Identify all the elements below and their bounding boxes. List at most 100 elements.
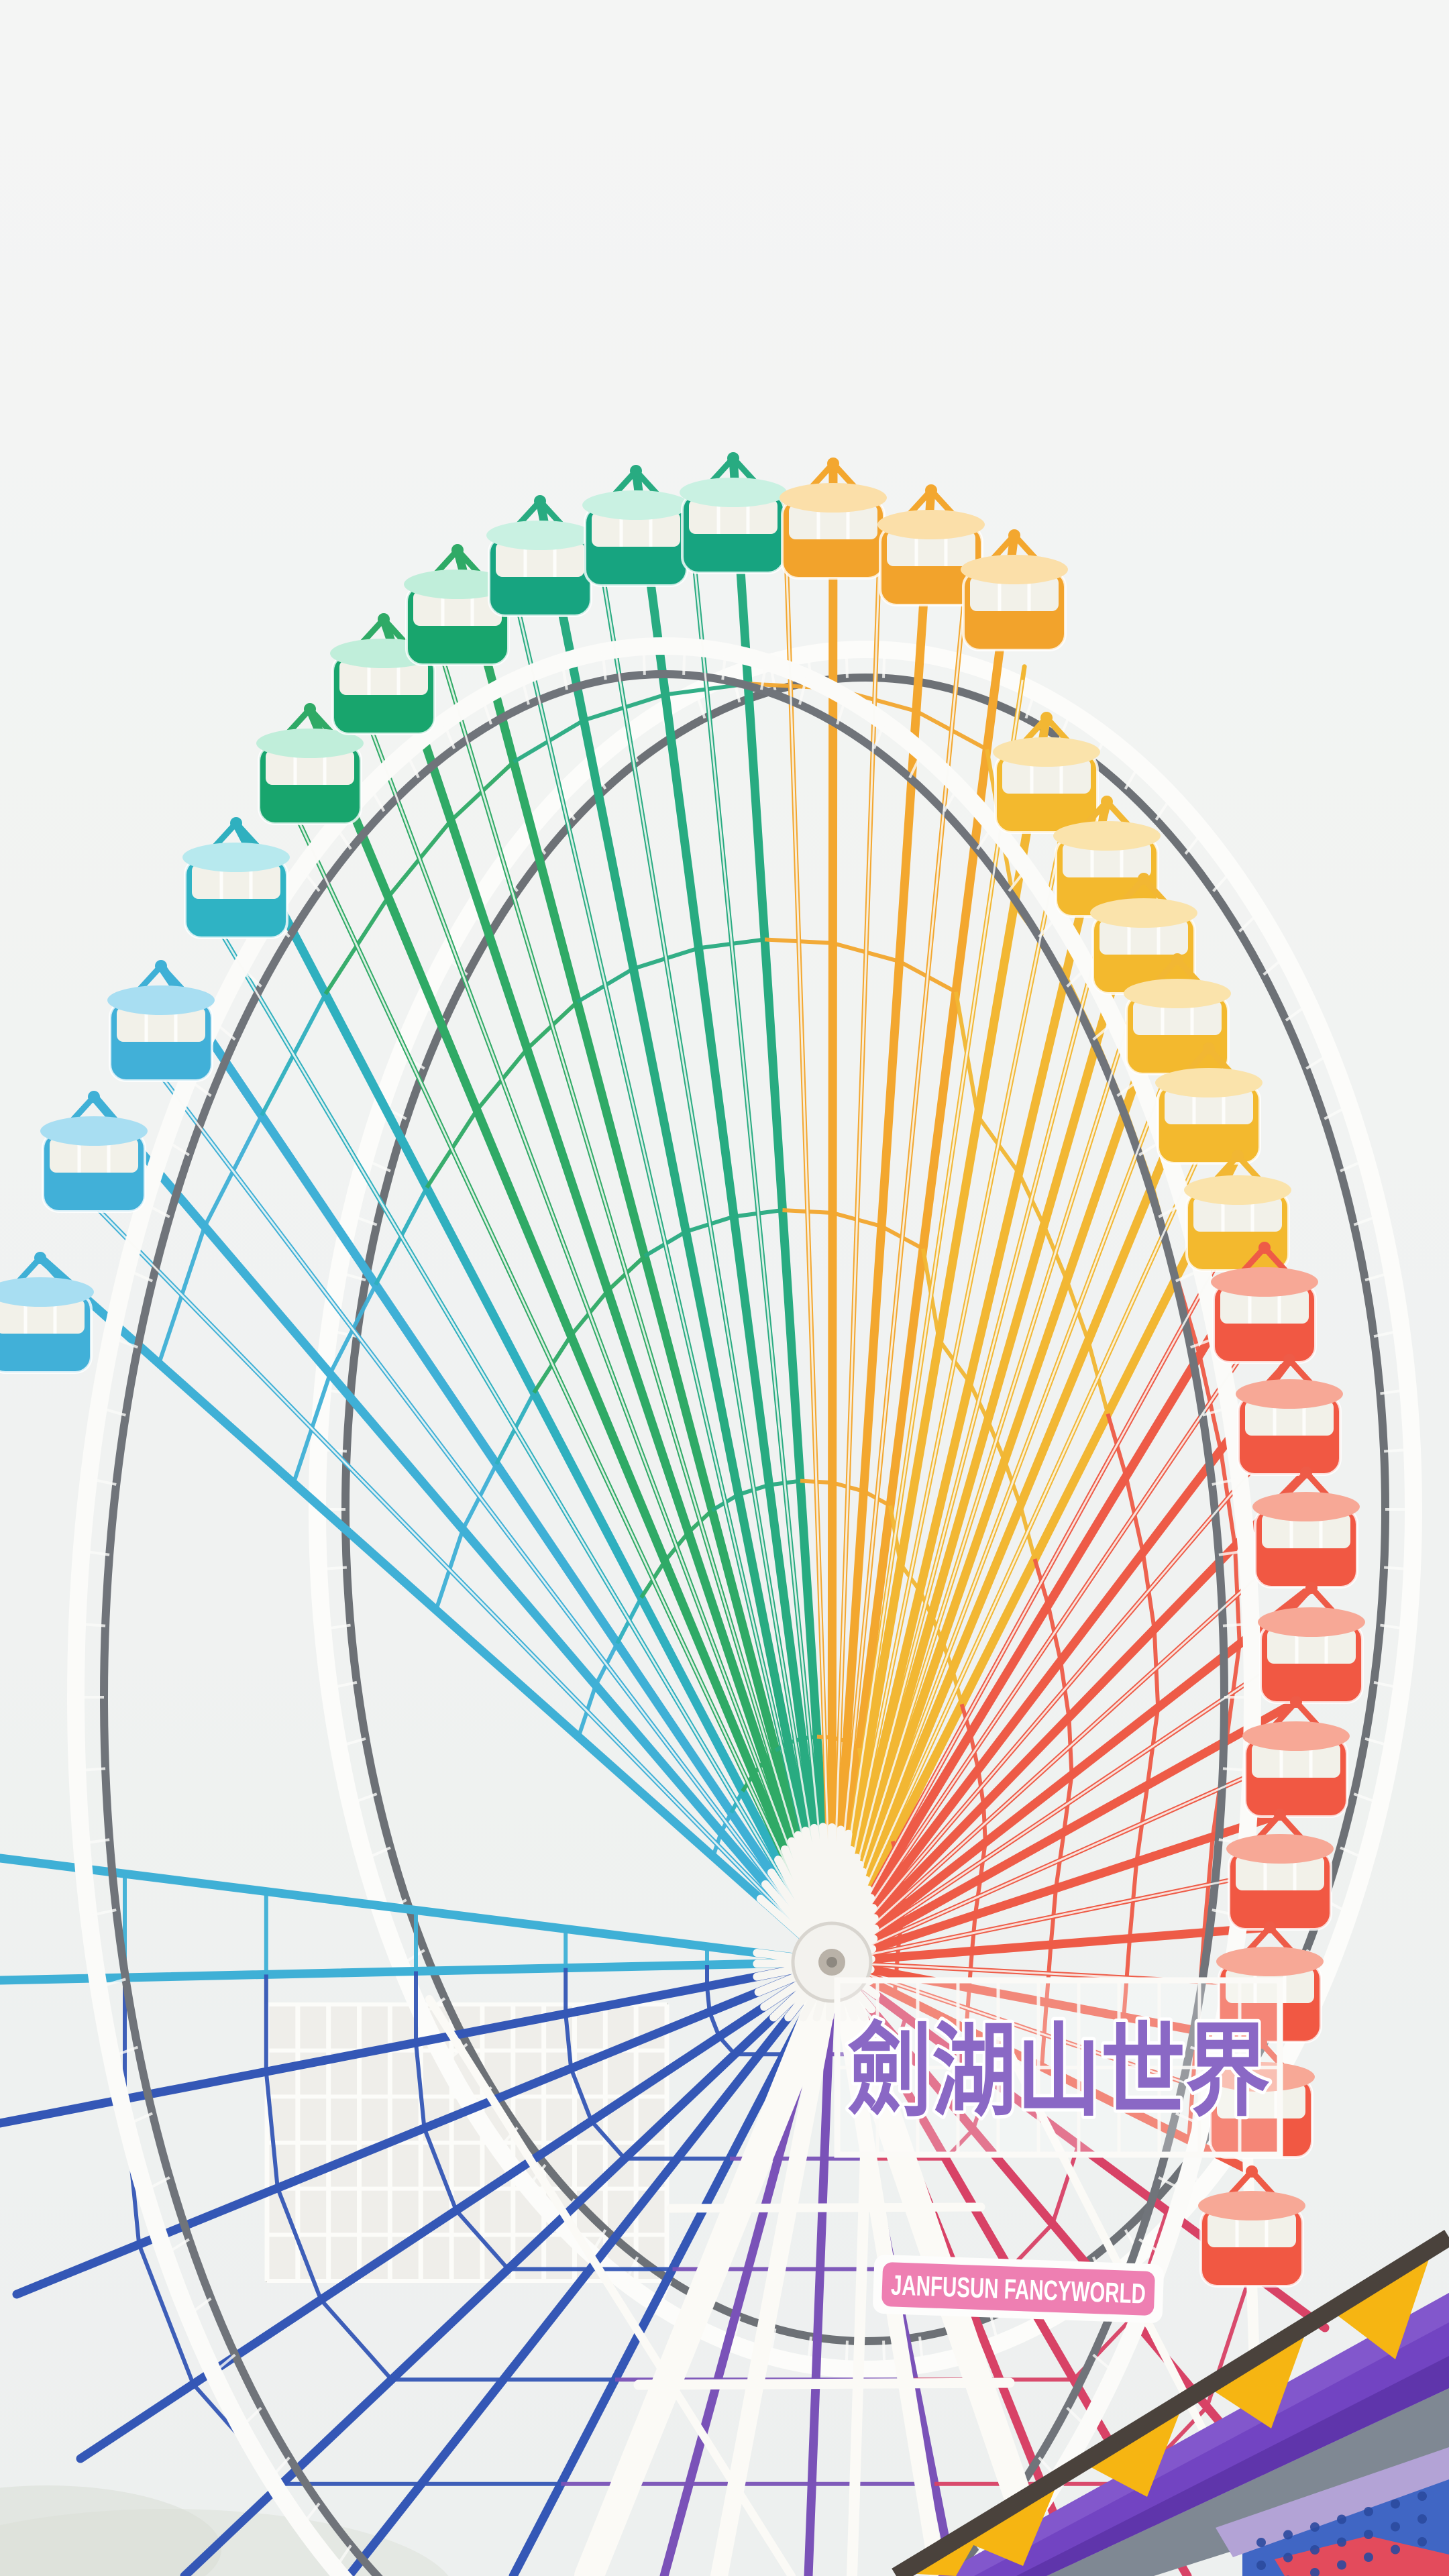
rivet [1337,2537,1346,2547]
gondola-roof [1252,1492,1360,1521]
coaster-gusset [1332,2249,1432,2359]
truss-chord [1051,2144,1081,2224]
gondola [486,495,594,617]
gondola-window [192,864,280,899]
rim-tick [989,2316,1000,2345]
gondola-window [1252,1743,1340,1778]
cable [784,521,833,1963]
gondola-pivot [925,484,937,496]
gondola-window [1208,2212,1296,2247]
gondola-roof [1236,1379,1343,1409]
gondola-pivot [827,458,839,470]
rim-tick [111,2045,139,2058]
rim-tick [806,2336,812,2365]
rim-tick [943,786,960,812]
rim-tick [88,1909,117,1917]
gondola [1211,1242,1318,1364]
cable [830,1232,1236,1963]
gondola-pivot [1171,953,1183,965]
gondola [961,529,1068,651]
rim-tick [1184,830,1204,855]
gondola-roof [993,737,1100,767]
rim-tick [322,1623,351,1631]
cable [830,1437,1280,1963]
support-leg [666,2202,985,2213]
gondola-window [1220,1289,1309,1324]
cable [831,1873,1258,1964]
gondola-pivot [88,1091,100,1103]
rim-tick [1189,2045,1218,2058]
rim-tick [338,1271,366,1282]
rim-tick [144,2176,170,2192]
coaster-red-structure [1275,2536,1449,2576]
gondola-window [50,1138,138,1173]
truss-chord [422,2127,458,2212]
gondola-roof [1198,2191,1305,2220]
gondola-roof [780,483,887,513]
rim-tick [1353,1792,1381,1805]
gondola [107,960,215,1082]
rim-tick [164,1138,190,1157]
cable [97,1208,833,1964]
rim-tick [164,2238,190,2256]
rim-tick [88,1477,117,1486]
rim-tick [405,751,420,779]
rim-tick [1158,2176,1185,2192]
cable [436,639,833,1963]
rim-tick [1373,1680,1402,1690]
gondola-roof [877,510,985,539]
rim-tick [1092,1020,1116,1041]
gondola-window [1236,1856,1324,1890]
gondola-roof [1155,1068,1263,1097]
distant-hill [0,2485,221,2576]
roller-coaster [892,2229,1449,2576]
gondola-window [0,1299,85,1334]
gondola-roof [256,729,364,758]
gondola-pivot [304,703,316,715]
rim-tick [81,1838,110,1845]
rivet [1283,2530,1293,2540]
rim-tick [908,751,924,779]
gondola-roof [40,1116,148,1146]
main-sign-text: 劍湖山世界 [847,2012,1270,2131]
gondola-window [1099,920,1188,955]
gondola-window [1267,1629,1356,1664]
gondola-window [266,750,354,785]
truss-chord [564,2013,574,2069]
rim-tick [126,2112,154,2127]
rim-tick [301,2502,321,2527]
rivet [1391,2499,1400,2509]
rim-tick [769,2328,777,2357]
rim-tick [1380,1388,1409,1395]
gondola-pivot [534,495,546,507]
truss-chord [454,2209,510,2271]
cable [830,1546,1291,1964]
gondola-window [1133,1000,1222,1035]
cable [689,524,833,1963]
rim-tick [882,2341,886,2369]
rivet [1364,2530,1373,2539]
gondola-roof [1184,1175,1291,1205]
rim-tick [1066,966,1089,988]
gondola-window [496,542,584,577]
gondola [1236,1354,1343,1476]
rim-tick [338,1737,366,1748]
gondola-roof [1208,2062,1315,2092]
gondola-roof [1211,1267,1318,1297]
rim-tick [329,1329,358,1338]
rim-tick [1373,1329,1402,1338]
cable [223,936,833,1963]
rivet [1417,2537,1427,2546]
banner-plate [881,2262,1155,2316]
rim-tick [1066,2406,1089,2428]
rim-tick [400,1949,425,1967]
gondola-pivot [34,1252,46,1264]
truss-chord [414,2042,427,2129]
rivet [1364,2553,1373,2562]
gondola [1155,1042,1263,1165]
truss-chord [137,2243,195,2385]
rivet [1364,2507,1373,2516]
gondola-pivot [1101,796,1113,808]
gondola-window [1245,1401,1334,1436]
gondola-roof [1090,898,1197,928]
